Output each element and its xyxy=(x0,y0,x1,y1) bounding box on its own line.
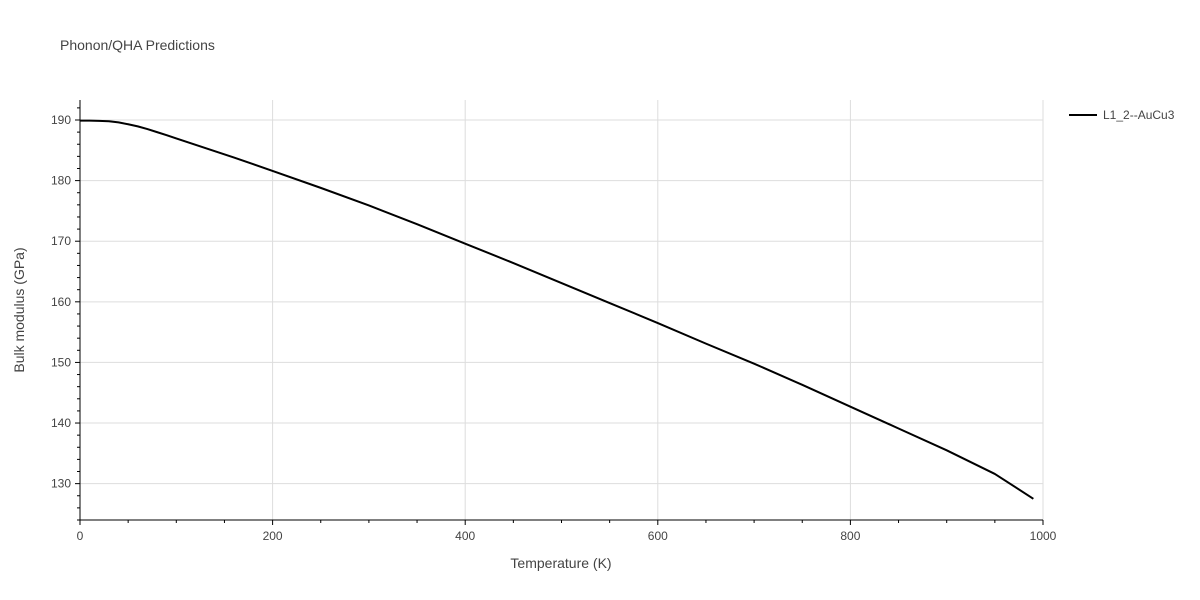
plot-area xyxy=(80,119,1034,500)
legend: L1_2--AuCu3 xyxy=(1069,108,1175,122)
y-axis-title: Bulk modulus (GPa) xyxy=(11,247,27,372)
x-tick-label: 400 xyxy=(455,529,475,543)
series-line-1 xyxy=(80,119,1034,500)
y-tick-label: 160 xyxy=(51,295,71,309)
x-tick-label: 600 xyxy=(648,529,668,543)
ticks: 0 200 400 600 800 1000 130 140 150 160 170 180 190 xyxy=(51,113,1057,543)
y-tick-label: 170 xyxy=(51,234,71,248)
x-tick-label: 1000 xyxy=(1030,529,1057,543)
grid xyxy=(80,100,1044,520)
x-tick-label: 200 xyxy=(263,529,283,543)
x-axis-title: Temperature (K) xyxy=(510,555,611,571)
chart-title: Phonon/QHA Predictions xyxy=(60,37,215,53)
x-tick-label: 0 xyxy=(77,529,84,543)
legend-label: L1_2--AuCu3 xyxy=(1103,108,1175,122)
y-tick-label: 190 xyxy=(51,113,71,127)
x-tick-label: 800 xyxy=(840,529,860,543)
y-tick-label: 140 xyxy=(51,416,71,430)
y-tick-label: 150 xyxy=(51,355,71,369)
y-tick-label: 180 xyxy=(51,174,71,188)
axes xyxy=(75,100,1044,525)
y-tick-label: 130 xyxy=(51,477,71,491)
